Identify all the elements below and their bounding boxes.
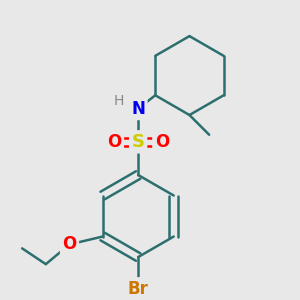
Text: S: S — [132, 133, 145, 151]
Text: N: N — [131, 100, 145, 118]
Text: Br: Br — [128, 280, 148, 298]
Text: H: H — [113, 94, 124, 108]
Text: O: O — [62, 236, 76, 253]
Text: O: O — [155, 133, 169, 151]
Text: O: O — [107, 133, 122, 151]
